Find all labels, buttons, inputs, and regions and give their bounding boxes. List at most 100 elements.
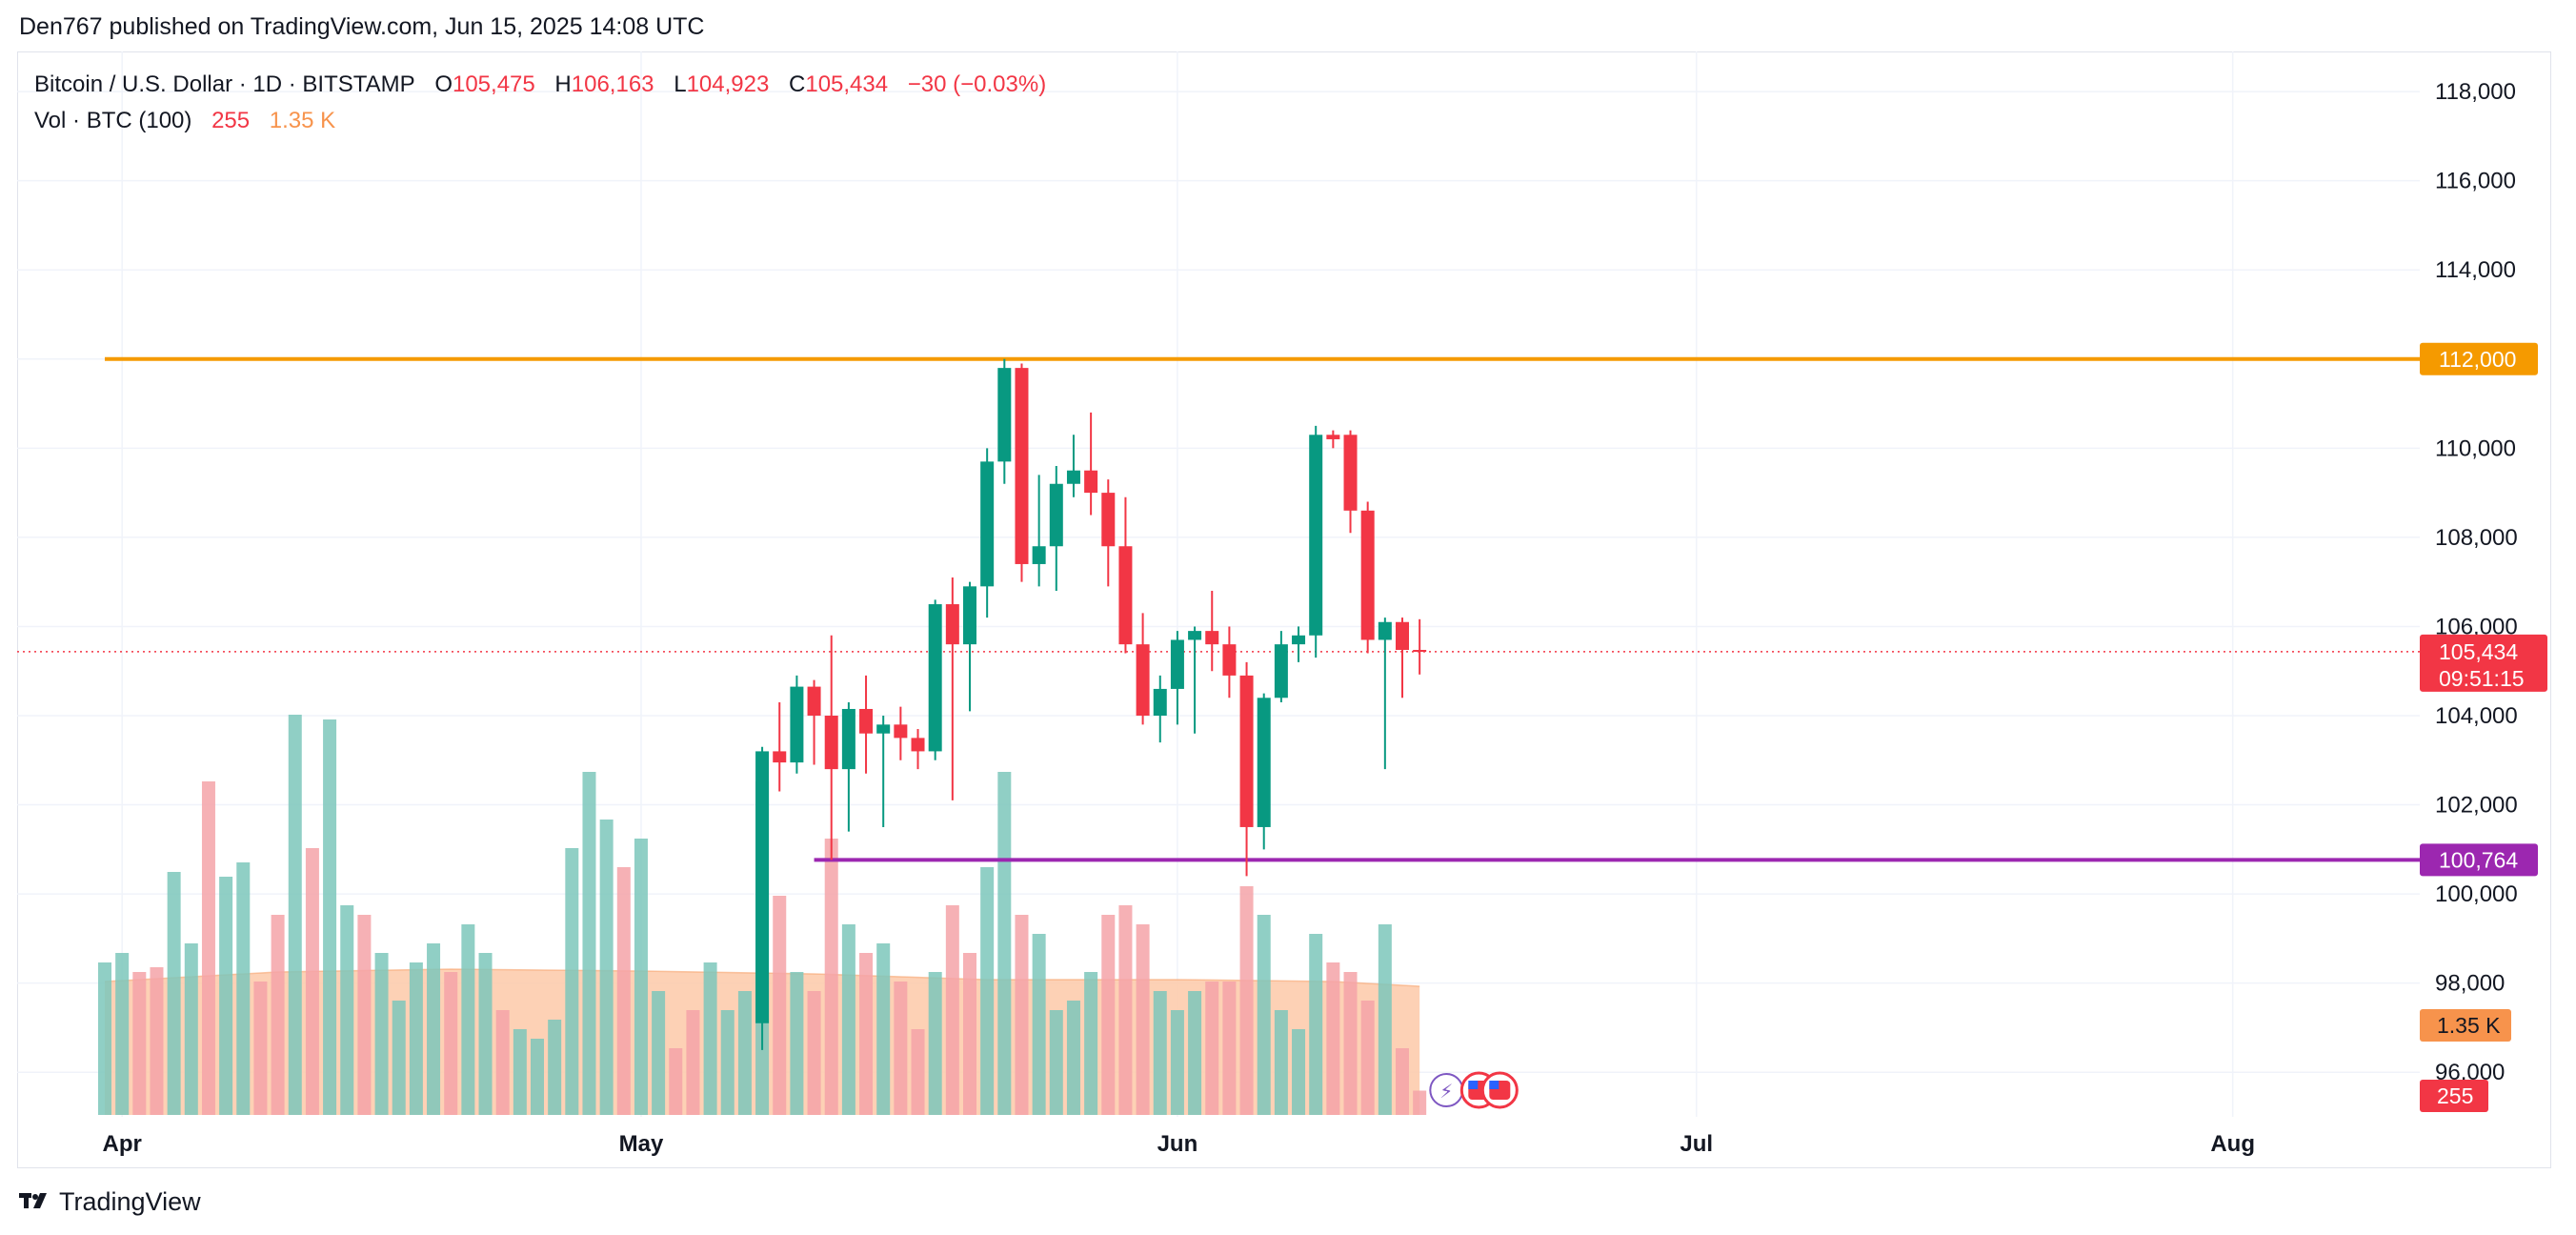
candle-body bbox=[963, 586, 976, 645]
volume-bar bbox=[616, 867, 631, 1115]
y-tick-label: 116,000 bbox=[2435, 169, 2516, 194]
close-label: C bbox=[789, 71, 806, 97]
volume-bar bbox=[841, 924, 855, 1115]
volume-bar bbox=[703, 962, 717, 1115]
volume-bar bbox=[599, 820, 614, 1115]
volume-bar bbox=[1066, 1001, 1080, 1115]
volume-bar bbox=[1292, 1029, 1306, 1115]
volume-bar bbox=[634, 839, 648, 1115]
volume-bar bbox=[392, 1001, 406, 1115]
candle-body bbox=[980, 461, 995, 587]
candle-body bbox=[911, 738, 925, 752]
y-tick-label: 108,000 bbox=[2435, 525, 2518, 551]
candle-body bbox=[928, 604, 942, 752]
volume-value: 255 bbox=[211, 108, 251, 133]
candle-body bbox=[1378, 621, 1392, 640]
candle-body bbox=[1136, 644, 1150, 716]
volume-badge-text: 1.35 K bbox=[2437, 1013, 2501, 1038]
volume-bar bbox=[513, 1029, 527, 1115]
volume-bar bbox=[980, 867, 995, 1115]
candle-body bbox=[790, 686, 804, 763]
y-tick-label: 102,000 bbox=[2435, 793, 2518, 819]
candle-body bbox=[1188, 631, 1202, 640]
change-value: −30 (−0.03%) bbox=[907, 71, 1047, 97]
volume-bar bbox=[1170, 1010, 1184, 1115]
volume-bar bbox=[963, 953, 976, 1115]
volume-bar bbox=[305, 848, 319, 1115]
high-value: 106,163 bbox=[571, 71, 654, 97]
volume-bar bbox=[409, 962, 423, 1115]
high-label: H bbox=[554, 71, 572, 97]
volume-bar bbox=[1084, 972, 1098, 1115]
volume-bar bbox=[115, 953, 130, 1115]
volume-bar bbox=[1378, 924, 1392, 1115]
open-label: O bbox=[434, 71, 453, 97]
chart-legend: Bitcoin / U.S. Dollar · 1D · BITSTAMP O 1… bbox=[34, 67, 1046, 139]
volume-bar bbox=[184, 943, 198, 1115]
candle-body bbox=[1413, 649, 1427, 652]
candle-body bbox=[894, 724, 908, 739]
volume-bar bbox=[495, 1010, 510, 1115]
volume-bar bbox=[928, 972, 942, 1115]
y-tick-label: 118,000 bbox=[2435, 79, 2516, 105]
resistance-badge-text: 112,000 bbox=[2439, 347, 2516, 372]
volume-bar bbox=[686, 1010, 700, 1115]
volume-bar bbox=[1239, 886, 1254, 1115]
candle-body bbox=[1153, 688, 1167, 716]
volume-bar bbox=[357, 915, 372, 1115]
volume-bar bbox=[1118, 905, 1133, 1115]
volume-bar bbox=[1360, 1001, 1375, 1115]
y-tick-label: 114,000 bbox=[2435, 257, 2516, 283]
candle-body bbox=[1066, 470, 1080, 484]
volume-bar bbox=[1413, 1090, 1427, 1115]
volume-bar bbox=[1274, 1010, 1288, 1115]
resistance-badge bbox=[2420, 342, 2538, 375]
volume-bar bbox=[288, 715, 302, 1115]
price-legend-row: Bitcoin / U.S. Dollar · 1D · BITSTAMP O 1… bbox=[34, 67, 1046, 103]
volume-bar bbox=[1188, 991, 1202, 1115]
candle-body bbox=[1292, 635, 1306, 645]
candle-body bbox=[1343, 435, 1358, 511]
y-tick-label: 98,000 bbox=[2435, 971, 2505, 997]
last-price-badge-text: 105,434 bbox=[2439, 639, 2518, 664]
volume-bar bbox=[253, 982, 268, 1115]
candle-body bbox=[1118, 546, 1133, 645]
volume-badge bbox=[2420, 1080, 2488, 1112]
symbol-title: Bitcoin / U.S. Dollar · 1D · BITSTAMP bbox=[34, 71, 415, 97]
volume-bar bbox=[876, 943, 891, 1115]
volume-bar bbox=[98, 962, 111, 1115]
y-tick-label: 104,000 bbox=[2435, 703, 2518, 729]
volume-bar bbox=[1326, 962, 1340, 1115]
volume-bar bbox=[219, 877, 233, 1115]
tradingview-logo-icon bbox=[19, 1187, 51, 1217]
x-tick-label: Jul bbox=[1680, 1131, 1713, 1157]
volume-bar bbox=[1153, 991, 1167, 1115]
volume-bar bbox=[1257, 915, 1271, 1115]
volume-ma-value: 1.35 K bbox=[269, 108, 336, 133]
low-label: L bbox=[674, 71, 687, 97]
volume-bar bbox=[997, 772, 1012, 1115]
volume-bar bbox=[945, 905, 959, 1115]
candle-body bbox=[1239, 675, 1254, 827]
volume-bar bbox=[1343, 972, 1358, 1115]
volume-bar bbox=[271, 915, 285, 1115]
volume-bar bbox=[824, 839, 838, 1115]
volume-bar bbox=[1049, 1010, 1063, 1115]
candle-body bbox=[755, 751, 770, 1023]
countdown-badge-text: 09:51:15 bbox=[2439, 666, 2525, 691]
candle-body bbox=[1015, 368, 1029, 564]
x-tick-label: Apr bbox=[102, 1131, 141, 1157]
volume-bar bbox=[1136, 924, 1150, 1115]
volume-bar bbox=[1222, 982, 1237, 1115]
volume-bar bbox=[1309, 934, 1323, 1115]
volume-bar bbox=[374, 953, 389, 1115]
support-badge-text: 100,764 bbox=[2439, 847, 2518, 872]
volume-bar bbox=[720, 1010, 735, 1115]
volume-label: Vol · BTC (100) bbox=[34, 108, 192, 133]
y-tick-label: 100,000 bbox=[2435, 881, 2518, 907]
volume-bar bbox=[737, 991, 752, 1115]
candle-body bbox=[1170, 639, 1184, 689]
flag-canton bbox=[1489, 1081, 1499, 1089]
volume-bar bbox=[894, 982, 908, 1115]
